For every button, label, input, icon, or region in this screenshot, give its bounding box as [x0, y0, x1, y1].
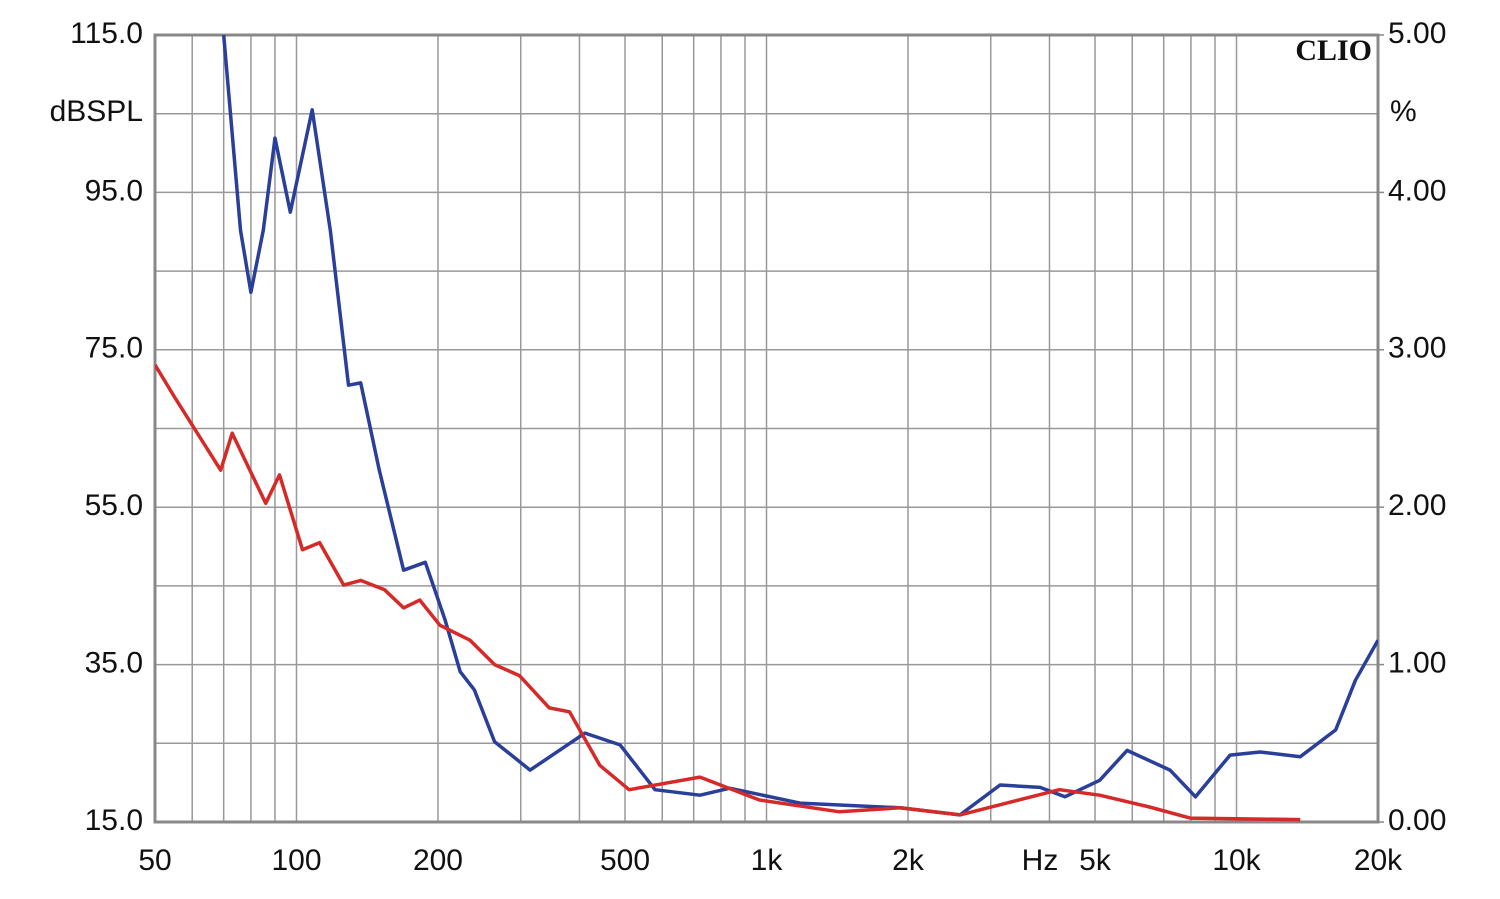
y-axis-label: dBSPL [50, 95, 143, 128]
y2-tick-label: 3.00 [1388, 332, 1446, 365]
x-tick-label: 200 [413, 844, 463, 877]
x-tick-label: 10k [1212, 844, 1261, 877]
x-tick-label: 50 [138, 844, 171, 877]
x-tick-label: 1k [751, 844, 784, 877]
plot-border [153, 33, 1380, 824]
line-series [155, 363, 1301, 822]
y-tick-label: 35.0 [85, 647, 143, 680]
y2-tick-label: 1.00 [1388, 647, 1446, 680]
y-tick-label: 15.0 [85, 804, 143, 837]
y2-tick-label: 5.00 [1388, 17, 1446, 50]
y2-tick-label: 2.00 [1388, 489, 1446, 522]
y2-axis-label: % [1390, 95, 1417, 128]
x-axis-label: Hz [1022, 844, 1059, 877]
x-tick-label: 100 [271, 844, 321, 877]
line-series [221, 35, 1378, 817]
x-tick-label: 2k [892, 844, 925, 877]
y2-tick-label: 0.00 [1388, 804, 1446, 837]
y2-tick-label: 4.00 [1388, 174, 1446, 207]
y-tick-label: 75.0 [85, 332, 143, 365]
x-tick-label: 5k [1079, 844, 1112, 877]
x-tick-label: 20k [1354, 844, 1403, 877]
chart-title: CLIO [1295, 34, 1372, 67]
y-tick-label: 115.0 [70, 17, 143, 50]
y-tick-label: 55.0 [85, 489, 143, 522]
x-tick-label: 500 [600, 844, 650, 877]
y-tick-label: 95.0 [85, 174, 143, 207]
